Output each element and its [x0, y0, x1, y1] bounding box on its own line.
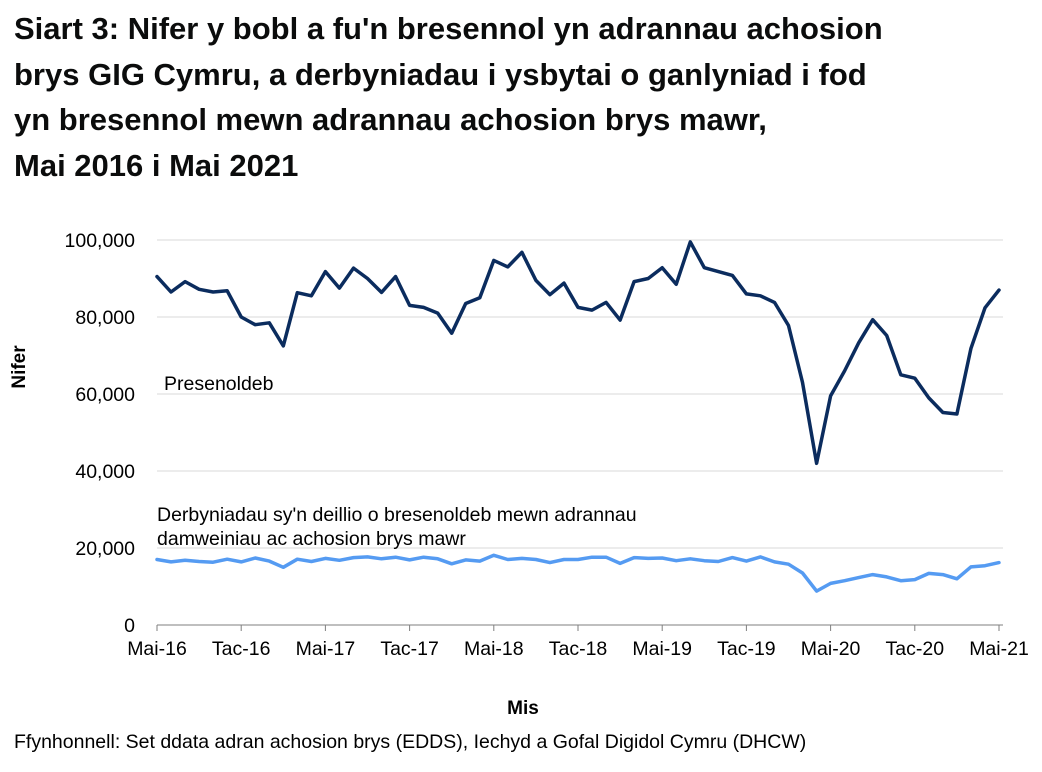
gridlines: [157, 239, 1003, 549]
x-tick-label-Tac-19: Tac-19: [717, 638, 776, 660]
x-tick-label-Mai-20: Mai-20: [801, 638, 861, 660]
x-tick-label-Mai-21: Mai-21: [969, 638, 1029, 660]
series-line-derbyniadau: [155, 553, 1001, 593]
title-line-2: brys GIG Cymru, a derbyniadau i ysbytai …: [14, 56, 867, 92]
series-label-derbyniadau-line-2: damweiniau ac achosion brys mawr: [157, 528, 466, 550]
x-tick-label-Tac-17: Tac-17: [380, 638, 439, 660]
x-tick-label-Mai-16: Mai-16: [127, 638, 187, 660]
x-tick-label-Mai-18: Mai-18: [464, 638, 524, 660]
x-tick-label-Tac-16: Tac-16: [212, 638, 271, 660]
series-line-presenoldeb: [155, 240, 1001, 466]
source-note: Ffynhonnell: Set ddata adran achosion br…: [14, 731, 807, 753]
line-chart: 0 20,000 40,000 60,000 80,000 100,000 Mai-16 T…: [9, 230, 1029, 719]
title-line-3: yn bresennol mewn adrannau achosion brys…: [14, 102, 767, 137]
chart-title: Siart 3: Nifer y bobl a fu'n bresennol y…: [14, 6, 1024, 188]
x-axis-ticks: Mai-16 Tac-16 Mai-17 Tac-17 Mai-18 Tac-18 Mai-…: [127, 625, 1029, 660]
y-tick-label-20000: 20,000: [75, 538, 135, 560]
x-tick-label-Mai-19: Mai-19: [632, 638, 692, 660]
y-tick-label-100000: 100,000: [65, 230, 136, 252]
y-tick-label-0: 0: [124, 615, 135, 637]
series-lines: [155, 240, 1001, 593]
x-tick-label-Tac-18: Tac-18: [549, 638, 608, 660]
x-tick-label-Tac-20: Tac-20: [886, 638, 945, 660]
title-line-4: Mai 2016 i Mai 2021: [14, 147, 299, 183]
y-axis-label: Nifer: [9, 345, 30, 389]
series-label-presenoldeb: Presenoldeb: [164, 373, 274, 395]
x-axis-label: Mis: [507, 698, 539, 719]
x-tick-label-Mai-17: Mai-17: [296, 638, 356, 660]
y-tick-label-80000: 80,000: [75, 307, 135, 329]
series-label-derbyniadau: Derbyniadau sy'n deillio o bresenoldeb m…: [157, 504, 642, 550]
y-tick-label-60000: 60,000: [75, 384, 135, 406]
title-line-1: Siart 3: Nifer y bobl a fu'n bresennol y…: [14, 11, 883, 46]
y-axis-tick-labels: 0 20,000 40,000 60,000 80,000 100,000: [65, 230, 136, 637]
series-label-derbyniadau-line-1: Derbyniadau sy'n deillio o bresenoldeb m…: [157, 504, 637, 526]
y-tick-label-40000: 40,000: [75, 461, 135, 483]
series-label-presenoldeb-line-1: Presenoldeb: [164, 373, 274, 395]
